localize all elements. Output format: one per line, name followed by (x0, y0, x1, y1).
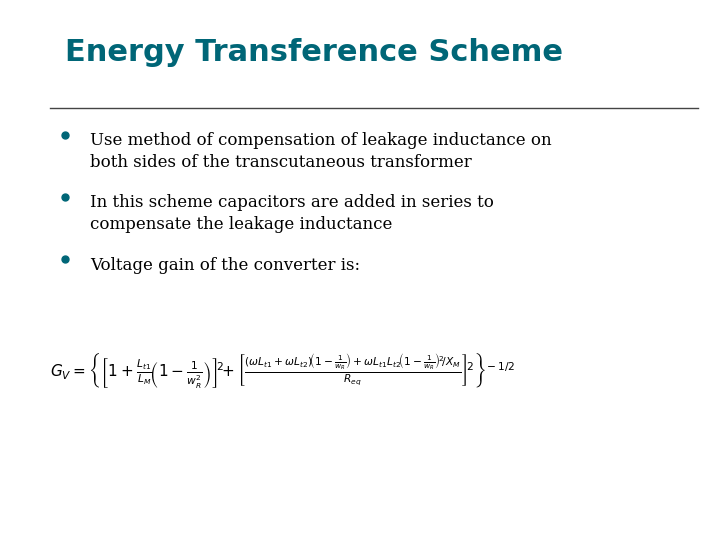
Text: In this scheme capacitors are added in series to
compensate the leakage inductan: In this scheme capacitors are added in s… (90, 194, 494, 233)
Text: $G_V = \left\{ \left[1 + \frac{L_{t1}}{L_M}\!\left(1 - \frac{1}{w_R^2}\right)\ri: $G_V = \left\{ \left[1 + \frac{L_{t1}}{L… (50, 351, 516, 390)
Text: Energy Transference Scheme: Energy Transference Scheme (65, 38, 563, 67)
Text: Use method of compensation of leakage inductance on
both sides of the transcutan: Use method of compensation of leakage in… (90, 132, 552, 171)
Text: Voltage gain of the converter is:: Voltage gain of the converter is: (90, 256, 360, 273)
